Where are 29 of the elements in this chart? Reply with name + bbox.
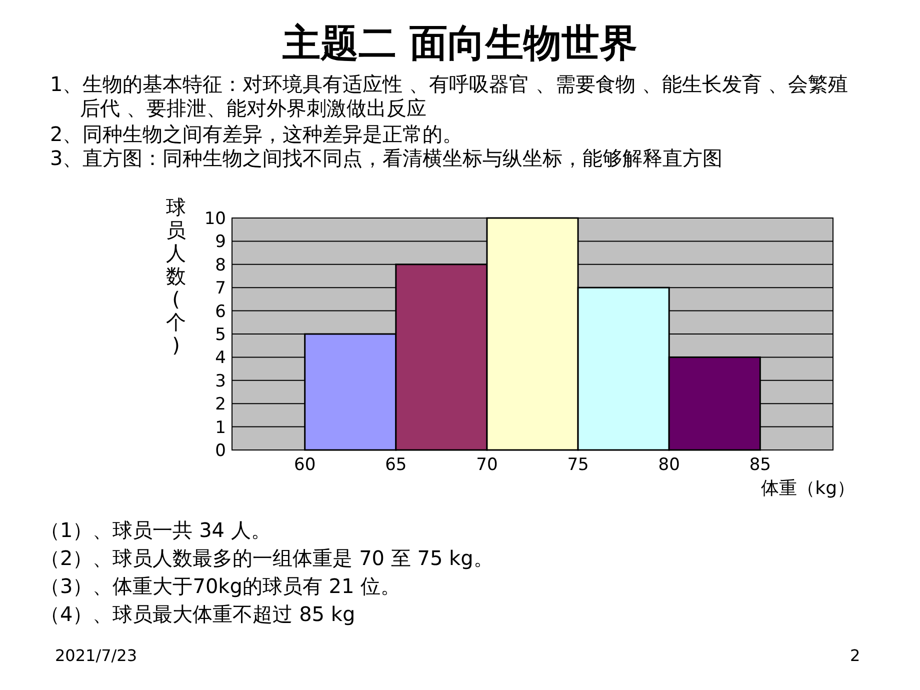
y-tick-label: 10: [204, 209, 226, 229]
text: 2021/7/23: [55, 645, 138, 667]
x-tick-label: 85: [749, 455, 771, 475]
y-axis-title: 球员人数(个): [166, 195, 186, 357]
text: （3）、体重大于70kg的球员有 21 位。: [40, 574, 402, 598]
text: （1）、球员一共 34 人。: [40, 518, 272, 542]
x-tick-label: 80: [658, 455, 680, 475]
chart-title: 主题二 面向生物世界: [281, 20, 639, 66]
text: （4）、球员最大体重不超过 85 kg: [40, 602, 356, 626]
x-tick-label: 70: [476, 455, 498, 475]
x-tick-label: 75: [567, 455, 589, 475]
x-axis-title: 体重（kg）: [761, 478, 855, 499]
y-tick-label: 5: [215, 325, 226, 345]
text: 3、直方图：同种生物之间找不同点，看清横坐标与纵坐标，能够解释直方图: [50, 146, 724, 170]
text: 2: [850, 645, 862, 667]
y-tick-label: 0: [215, 441, 226, 461]
y-tick-label: 6: [215, 302, 226, 322]
y-tick-label: 3: [215, 371, 226, 392]
x-tick-label: 65: [385, 455, 407, 475]
y-tick-label: 1: [215, 418, 226, 438]
y-tick-label: 2: [215, 394, 226, 415]
y-tick-label: 4: [215, 348, 226, 368]
text: （2）、球员人数最多的一组体重是 70 至 75 kg。: [40, 546, 494, 570]
y-tick-label: 9: [215, 232, 226, 252]
y-tick-label: 7: [215, 278, 226, 299]
text: 2、同种生物之间有差异，这种差异是正常的。: [50, 122, 464, 146]
y-tick-label: 8: [215, 255, 226, 276]
x-tick-label: 60: [294, 455, 316, 475]
text: 1、生物的基本特征：对环境具有适应性 、有呼吸器官 、需要食物 、能生长发育 、会繁殖后代 、要排泄、能对外界刺激做出反应: [50, 72, 850, 120]
